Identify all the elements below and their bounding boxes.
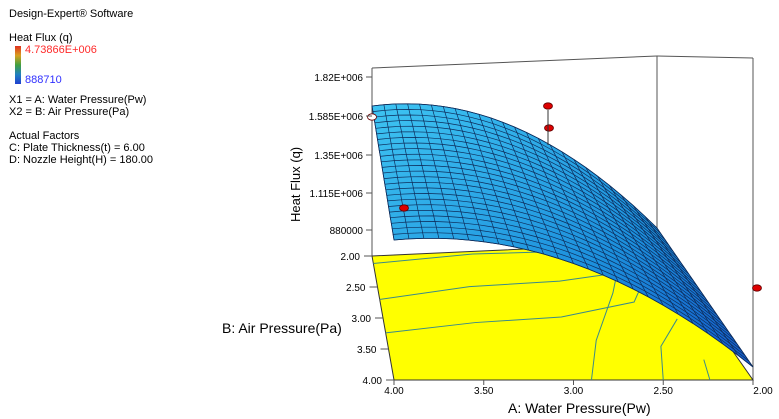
response-title: Heat Flux (q) <box>9 32 73 44</box>
surface-grid-line <box>385 187 718 316</box>
surface-grid-line <box>393 238 754 368</box>
surface-grid-line <box>382 170 706 298</box>
response-surface <box>371 103 754 368</box>
surface-grid-line <box>375 125 674 252</box>
floor-contour <box>379 271 623 300</box>
floor-contour <box>385 278 646 334</box>
surface-grid-line <box>388 204 730 333</box>
surface-grid-line <box>380 153 694 281</box>
z-tick-label: 1.82E+006 <box>314 73 363 84</box>
x-tick-label: 3.00 <box>564 386 584 397</box>
surface-grid-line <box>374 120 670 246</box>
surface-grid-line <box>387 198 726 327</box>
factor-d: D: Nozzle Height(H) = 180.00 <box>9 154 153 166</box>
design-point <box>544 124 554 132</box>
surface-grid-line <box>390 215 738 345</box>
y-tick-label: 3.50 <box>357 345 377 356</box>
z-axis-label: Heat Flux (q) <box>288 147 303 222</box>
floor-contour <box>703 359 711 381</box>
box-edge <box>656 55 754 59</box>
surface-grid-line <box>371 103 658 229</box>
surface-grid-line <box>373 114 666 240</box>
surface-grid-line <box>386 193 722 321</box>
y-tick-label: 2.50 <box>346 283 366 294</box>
color-scale-bar <box>15 46 21 84</box>
z-tick-label: 1.115E+006 <box>310 189 364 200</box>
design-point <box>399 204 409 212</box>
surface-grid-line <box>382 165 702 292</box>
surface-grid-line <box>379 148 690 275</box>
design-point <box>752 284 762 292</box>
z-tick-label: 1.35E+006 <box>314 151 363 162</box>
z-tick-label: 880000 <box>330 226 364 237</box>
surface-grid-line <box>376 131 678 258</box>
tick-labels: 1.82E+006 1.585E+006 1.35E+006 1.115E+006 88… <box>309 73 773 397</box>
legend-panel: Design-Expert® Software Heat Flux (q) 4.… <box>9 8 239 166</box>
axis-labels: Heat Flux (q) B: Air Pressure(Pa) A: Wat… <box>222 147 651 416</box>
surface-grid-line <box>372 109 662 235</box>
box-edge <box>371 55 658 69</box>
design-points <box>367 102 762 292</box>
x-tick-label: 2.00 <box>753 386 773 397</box>
surface-grid-line <box>392 226 746 356</box>
surface-grid-line <box>381 159 698 287</box>
x-tick-label: 2.50 <box>654 386 674 397</box>
legend-max-value: 4.73866E+006 <box>25 44 97 56</box>
x2-definition: X2 = B: Air Pressure(Pa) <box>9 106 130 118</box>
y-axis-label: B: Air Pressure(Pa) <box>222 320 342 336</box>
y-tick-label: 4.00 <box>363 376 383 387</box>
plot-box <box>371 55 754 380</box>
surface-grid-line <box>377 137 682 264</box>
z-tick-label: 1.585E+006 <box>309 112 364 123</box>
surface-grid-line <box>391 221 742 350</box>
actual-factors-title: Actual Factors <box>9 130 80 142</box>
x-tick-label: 3.50 <box>474 386 494 397</box>
x-tick-label: 4.00 <box>384 386 404 397</box>
color-legend: 4.73866E+006 888710 <box>9 44 239 88</box>
y-tick-label: 2.00 <box>341 252 361 263</box>
surface-grid-line <box>389 209 734 339</box>
surface-grid-line <box>393 232 750 362</box>
legend-min-value: 888710 <box>25 74 62 86</box>
software-name: Design-Expert® Software <box>9 8 134 20</box>
x-axis-label: A: Water Pressure(Pw) <box>508 400 651 416</box>
design-point <box>543 102 553 110</box>
design-point <box>367 113 377 121</box>
x1-definition: X1 = A: Water Pressure(Pw) <box>9 94 147 106</box>
y-tick-label: 3.00 <box>352 314 372 325</box>
surface-grid-line <box>378 142 686 269</box>
surface-grid-line <box>384 181 714 310</box>
factor-c: C: Plate Thickness(t) = 6.00 <box>9 142 145 154</box>
surface-grid-line <box>383 176 710 304</box>
floor-contour <box>660 318 678 381</box>
